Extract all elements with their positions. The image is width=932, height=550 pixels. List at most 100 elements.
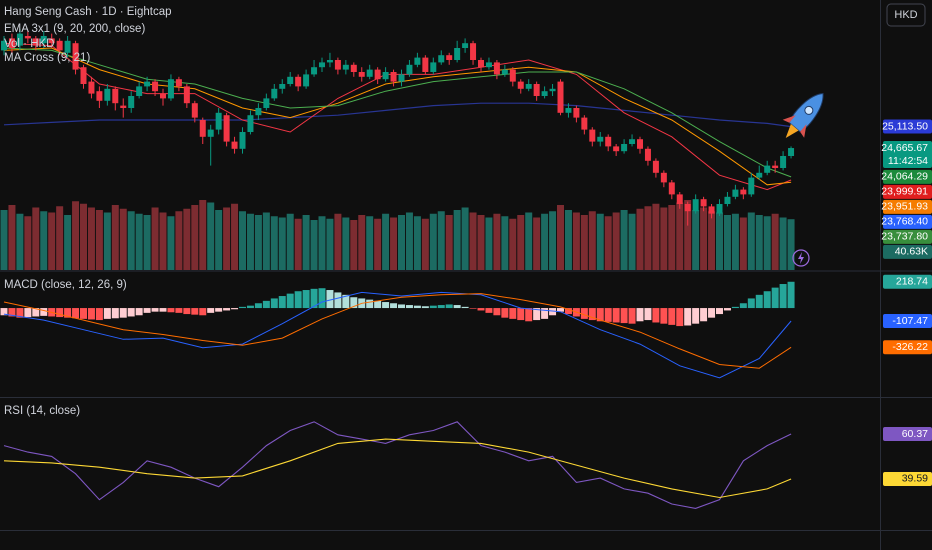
volume-bar bbox=[485, 217, 493, 270]
volume-bar bbox=[731, 213, 739, 270]
candle-body bbox=[215, 112, 222, 130]
candle-body bbox=[319, 62, 325, 68]
histogram-bar bbox=[318, 288, 326, 309]
volume-bar bbox=[644, 206, 652, 270]
histogram-bar bbox=[294, 291, 302, 309]
indicator-label[interactable]: RSI (14, close) bbox=[4, 405, 80, 417]
volume-bar bbox=[326, 218, 334, 270]
price-badge-label: 23,768.40 bbox=[881, 216, 928, 228]
volume-bar bbox=[382, 213, 390, 270]
candle-body bbox=[621, 144, 628, 152]
histogram-bar bbox=[398, 304, 405, 309]
histogram-bar bbox=[676, 308, 684, 327]
histogram-bar bbox=[32, 308, 40, 317]
candle-body bbox=[684, 204, 691, 212]
histogram-bar bbox=[80, 308, 87, 319]
histogram-bar bbox=[771, 287, 779, 309]
histogram-bar bbox=[588, 308, 596, 321]
candle-body bbox=[780, 156, 787, 168]
volume-bar bbox=[95, 210, 103, 270]
volume-bar bbox=[779, 217, 787, 270]
volume-bar bbox=[56, 206, 64, 270]
volume-bar bbox=[111, 205, 119, 270]
volume-bar bbox=[628, 213, 636, 270]
candle-body bbox=[326, 60, 333, 63]
alert-icon[interactable] bbox=[792, 249, 810, 267]
price-badge-label: 25,113.50 bbox=[882, 120, 928, 132]
volume-bar bbox=[32, 207, 40, 270]
volume-bar bbox=[318, 216, 326, 270]
histogram-bar bbox=[739, 303, 747, 309]
indicator-label[interactable]: EMA 3x1 (9, 20, 200, close) bbox=[4, 23, 145, 35]
volume-bar bbox=[16, 213, 24, 270]
histogram-bar bbox=[708, 308, 716, 318]
volume-bar bbox=[572, 212, 580, 270]
histogram-bar bbox=[684, 308, 692, 326]
indicator-label[interactable]: MACD (close, 12, 26, 9) bbox=[4, 279, 127, 291]
volume-bar bbox=[716, 212, 723, 270]
volume-bar bbox=[135, 213, 143, 270]
volume-bar bbox=[350, 220, 358, 270]
volume-bar bbox=[87, 207, 95, 270]
histogram-bar bbox=[334, 292, 342, 309]
candle-body bbox=[128, 96, 135, 108]
volume-bar bbox=[405, 212, 413, 270]
candle-body bbox=[565, 108, 572, 113]
candle-body bbox=[438, 55, 445, 63]
candle-body bbox=[72, 43, 79, 70]
indicator-label[interactable]: Vol · HKD bbox=[4, 38, 55, 50]
histogram-bar bbox=[119, 308, 127, 318]
candle-body bbox=[541, 91, 548, 96]
price-badge-label: 39.59 bbox=[902, 473, 928, 485]
volume-bar bbox=[72, 201, 80, 270]
volume-bar bbox=[127, 211, 135, 270]
histogram-bar bbox=[143, 308, 151, 313]
histogram-bar bbox=[310, 288, 318, 309]
volume-bar bbox=[525, 212, 533, 270]
histogram-bar bbox=[421, 306, 429, 309]
candle-body bbox=[8, 38, 15, 48]
histogram-bar bbox=[405, 305, 413, 309]
candle-body bbox=[16, 33, 23, 46]
candle-body bbox=[430, 62, 437, 72]
indicator-line bbox=[3, 47, 792, 178]
volume-bar bbox=[40, 211, 48, 270]
histogram-bar bbox=[469, 308, 477, 309]
histogram-bar bbox=[223, 308, 231, 311]
histogram-bar bbox=[207, 308, 215, 313]
candle-body bbox=[255, 108, 262, 116]
volume-bar bbox=[64, 215, 72, 270]
price-badge bbox=[883, 229, 932, 244]
price-badge bbox=[883, 340, 932, 355]
histogram-bar bbox=[24, 308, 32, 318]
candle-body bbox=[295, 76, 302, 87]
histogram-bar bbox=[111, 308, 119, 319]
volume-bar bbox=[771, 213, 779, 270]
histogram-bar bbox=[453, 305, 461, 309]
volume-bar bbox=[509, 218, 517, 270]
candle-body bbox=[303, 74, 310, 87]
candle-body bbox=[279, 84, 286, 89]
candle-body bbox=[287, 76, 294, 84]
candle-body bbox=[247, 115, 254, 132]
candle-body bbox=[406, 64, 413, 75]
price-badge bbox=[883, 119, 932, 134]
volume-bar bbox=[239, 211, 246, 270]
candle-body bbox=[700, 199, 707, 207]
histogram-bar bbox=[127, 308, 135, 317]
volume-bar bbox=[24, 216, 32, 270]
candle-body bbox=[64, 40, 71, 53]
candle-body bbox=[40, 36, 47, 44]
indicator-line bbox=[3, 293, 792, 369]
indicator-label[interactable]: MA Cross (9, 21) bbox=[4, 52, 90, 64]
volume-bar bbox=[310, 220, 318, 270]
histogram-bar bbox=[8, 308, 16, 317]
volume-bar bbox=[215, 210, 223, 270]
histogram-bar bbox=[445, 304, 453, 309]
currency-label[interactable]: HKD bbox=[894, 9, 917, 21]
candle-body bbox=[533, 84, 540, 96]
histogram-bar bbox=[525, 308, 533, 322]
currency-button[interactable] bbox=[886, 3, 926, 27]
histogram-bar bbox=[151, 308, 159, 312]
